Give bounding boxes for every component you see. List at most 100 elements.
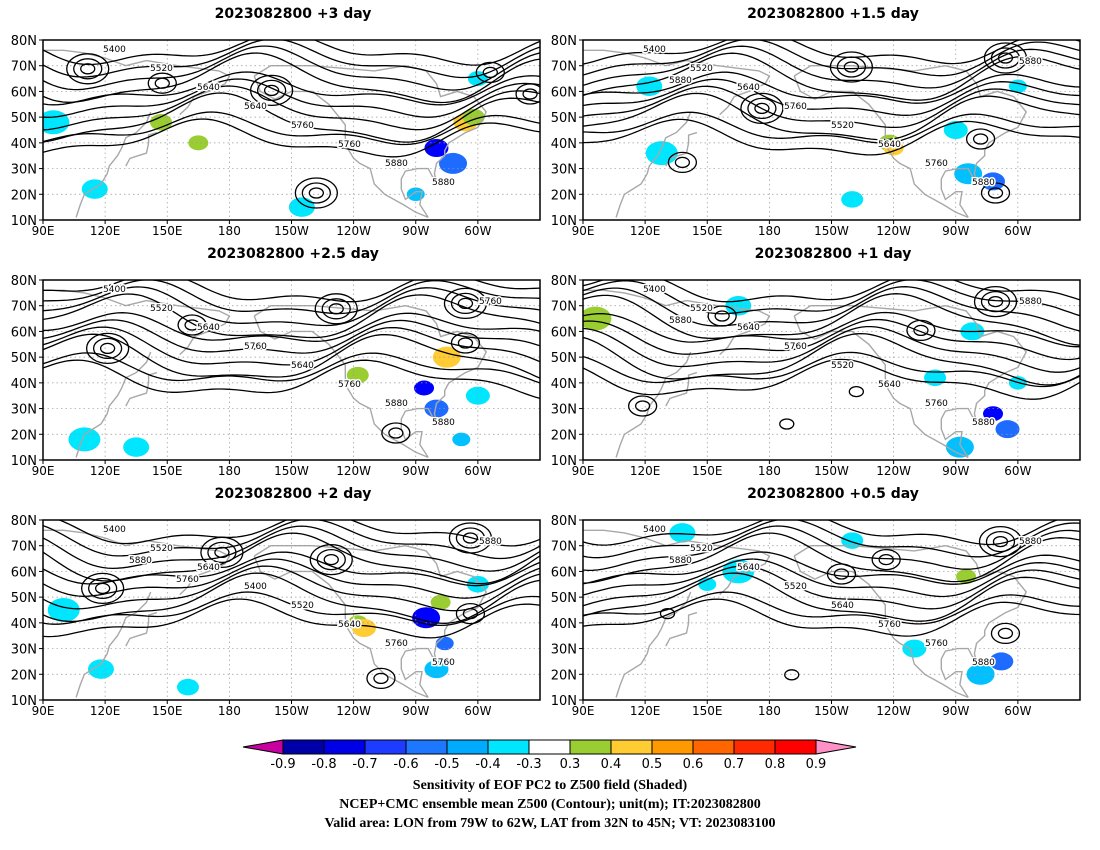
- closed-contour-5-5-3: [80, 572, 125, 605]
- height-contour-1-10: [43, 118, 540, 158]
- lat-tick-2-3: 60N: [551, 85, 577, 100]
- height-contour-4-2: [583, 280, 1080, 317]
- closed-contour-6-5-2: [990, 622, 1021, 645]
- lon-tick-6-1: 90E: [572, 704, 595, 718]
- closed-contour-5-5-2: [87, 577, 118, 600]
- lat-tick-6-6: 30N: [551, 643, 577, 658]
- closed-contour-2-3-2: [836, 56, 867, 78]
- lon-tick-3-4: 180: [218, 464, 241, 478]
- lat-tick-2-4: 50N: [551, 111, 577, 126]
- sensitivity-shade-5-10: [430, 594, 451, 610]
- lon-tick-2-4: 180: [758, 224, 781, 238]
- coastline-1-4: [75, 111, 152, 218]
- height-contour-4-1: [583, 280, 1080, 303]
- closed-contour-1-2-3: [249, 74, 294, 107]
- sensitivity-shade-5-8: [424, 660, 449, 679]
- panel-title-1: 2023082800 +3 day: [214, 6, 372, 22]
- closed-contour-4-5-2: [627, 395, 658, 417]
- contour-label-4-10: 5880: [669, 316, 692, 326]
- colorbar-label-10: 0.5: [642, 757, 663, 772]
- closed-contour-3-2-2: [450, 332, 481, 354]
- colorbar-box-2: [323, 739, 366, 755]
- height-contour-5-9: [43, 591, 540, 627]
- height-contour-4-8: [583, 332, 1080, 386]
- contour-label-4-3: 5640: [737, 323, 760, 333]
- coastline-5-6: [146, 539, 231, 596]
- coastline-5-3: [43, 529, 147, 547]
- sensitivity-shade-1-11: [288, 197, 315, 217]
- height-contour-6-9: [583, 591, 1080, 625]
- lon-tick-4-5: 150W: [814, 464, 849, 478]
- closed-contour-2-2-3: [983, 42, 1028, 74]
- contour-label-2-6: 5640: [878, 140, 901, 150]
- lat-tick-5-5: 40N: [11, 617, 37, 632]
- height-contour-5-6: [43, 558, 540, 599]
- lon-tick-6-3: 150E: [692, 704, 723, 718]
- contour-label-6-9: 5880: [1019, 537, 1042, 547]
- contour-label-4-8: 5880: [972, 418, 995, 428]
- lon-tick-1-1: 90E: [32, 224, 55, 238]
- contour-label-5-10: 5880: [129, 556, 152, 566]
- closed-contour-3-3-2: [321, 298, 351, 320]
- colorbar-box-8: [569, 739, 612, 755]
- lat-tick-6-1: 80N: [551, 514, 577, 529]
- contour-label-2-2: 5520: [690, 64, 713, 74]
- lat-tick-5-6: 30N: [11, 643, 37, 658]
- height-contour-2-9: [583, 111, 1080, 144]
- caption-line-1: Sensitivity of EOF PC2 to Z500 field (Sh…: [412, 778, 688, 793]
- height-contour-4-4: [583, 293, 1080, 346]
- closed-contour-2-4-1: [754, 102, 770, 115]
- height-contour-5-8: [43, 572, 540, 624]
- lon-tick-4-6: 120W: [876, 464, 911, 478]
- contour-label-5-9: 5880: [479, 537, 502, 547]
- lat-tick-2-7: 20N: [551, 188, 577, 203]
- contour-label-6-6: 5760: [878, 620, 901, 630]
- closed-contour-2-6-2: [667, 151, 698, 174]
- colorbar-box-4: [405, 739, 448, 755]
- map-panel-1: 5400 5520 5640 5640 5760 5760 5880 5880 80N 70N 60…: [11, 34, 541, 238]
- height-contour-3-5: [43, 312, 540, 342]
- contour-label-1-3: 5640: [197, 83, 220, 93]
- height-contour-5-3: [43, 525, 540, 572]
- sensitivity-shade-3-4: [414, 380, 435, 396]
- panel-title-2: 2023082800 +1.5 day: [747, 6, 919, 22]
- height-contour-3-4: [43, 293, 540, 339]
- lon-tick-6-8: 60W: [1004, 704, 1031, 718]
- colorbar-label-2: -0.8: [311, 757, 336, 772]
- sensitivity-shade-6-5: [989, 652, 1014, 671]
- contour-label-1-1: 5400: [103, 45, 126, 55]
- closed-contour-1-2-2: [256, 79, 287, 102]
- lat-tick-5-8: 10N: [11, 694, 37, 709]
- lon-tick-6-4: 180: [758, 704, 781, 718]
- panel-title-6: 2023082800 +0.5 day: [747, 486, 919, 502]
- colorbar: -0.9 -0.8 -0.7 -0.6 -0.5 -0.4 -0.3 0.3 0.4 0.5 0.6…: [242, 739, 857, 772]
- colorbar-box-11: [692, 739, 735, 755]
- lon-tick-2-2: 120E: [630, 224, 661, 238]
- lat-tick-6-3: 60N: [551, 565, 577, 580]
- contour-label-1-2: 5520: [150, 64, 173, 74]
- closed-contour-5-5-1: [94, 582, 111, 595]
- caption-line-2: NCEP+CMC ensemble mean Z500 (Contour); u…: [339, 797, 761, 812]
- height-contour-6-3: [583, 525, 1080, 572]
- lat-tick-3-2: 70N: [11, 300, 37, 315]
- lon-tick-6-6: 120W: [876, 704, 911, 718]
- height-contour-1-6: [43, 78, 540, 118]
- sensitivity-shade-2-5: [981, 172, 1006, 191]
- lon-tick-1-8: 60W: [464, 224, 491, 238]
- coastline-6-5: [665, 611, 698, 647]
- sensitivity-shade-6-8: [902, 639, 927, 658]
- lat-tick-1-7: 20N: [11, 188, 37, 203]
- map-panel-4: 5400 5520 5640 5760 5520 5640 5760 5880 5880 5880…: [551, 274, 1081, 478]
- sensitivity-shade-3-2: [123, 437, 150, 457]
- contour-label-1-8: 5880: [432, 178, 455, 188]
- lat-tick-1-2: 70N: [11, 60, 37, 75]
- contour-label-5-7: 5760: [385, 639, 408, 649]
- contour-label-3-5: 5640: [291, 361, 314, 371]
- colorbar-label-9: 0.4: [601, 757, 622, 772]
- sensitivity-shade-3-8: [465, 386, 490, 405]
- sensitivity-shade-5-1: [47, 598, 80, 622]
- contour-label-6-10: 5880: [669, 556, 692, 566]
- height-contour-3-8: [43, 333, 540, 379]
- colorbar-label-7: -0.3: [516, 757, 541, 772]
- closed-contour-2-5-1: [987, 187, 1004, 199]
